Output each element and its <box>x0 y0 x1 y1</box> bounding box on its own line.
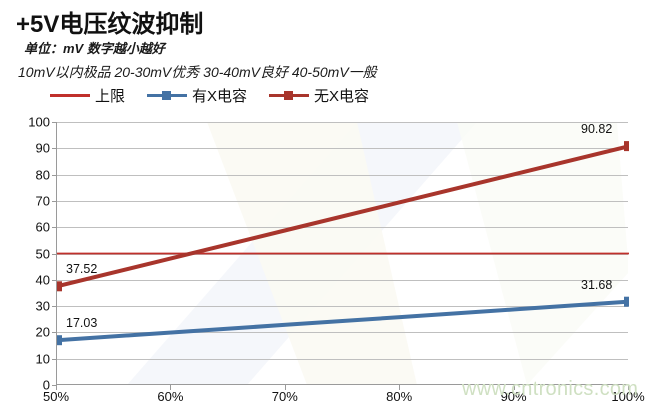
data-label: 31.68 <box>581 277 613 292</box>
y-axis-tick-mark <box>52 253 57 255</box>
series-marker <box>57 335 62 346</box>
legend-marker-icon <box>284 91 294 100</box>
series-line-3 <box>57 144 629 289</box>
x-axis-tick-label: 70% <box>271 389 298 404</box>
x-axis-tick-label: 50% <box>42 389 70 404</box>
y-axis-tick-label: 40 <box>35 272 50 288</box>
legend-item-3[interactable]: 无X电容 <box>269 85 369 105</box>
y-axis-tick-label: 70 <box>35 193 50 209</box>
x-axis-tick-mark <box>399 385 401 390</box>
legend-label: 有X电容 <box>192 87 248 105</box>
y-axis-tick-mark <box>52 306 57 308</box>
x-axis-tick-marks <box>56 385 629 391</box>
y-axis-tick-mark <box>52 200 57 202</box>
x-axis-tick-mark <box>628 385 629 390</box>
gridline <box>57 174 628 176</box>
x-axis-tick-label: 60% <box>157 389 184 404</box>
legend-swatch-icon <box>269 89 310 101</box>
gridline <box>57 227 628 229</box>
y-axis-tick-label: 30 <box>35 298 50 314</box>
legend-item-2[interactable]: 有X电容 <box>147 85 247 105</box>
y-axis-tick-mark <box>52 279 57 281</box>
y-axis-tick-mark <box>52 332 57 334</box>
page-title: +5V电压纹波抑制 <box>16 11 204 38</box>
legend-label: 无X电容 <box>314 87 370 105</box>
y-axis-tick-mark <box>52 174 57 176</box>
chart-subtitle-grades: 10mV以内极品 20-30mV优秀 30-40mV良好 40-50mV一般 <box>18 64 377 80</box>
gridline <box>57 306 628 308</box>
series-marker <box>624 296 629 307</box>
y-axis-tick-mark <box>52 358 57 360</box>
legend-item-1[interactable]: 上限 <box>50 85 125 105</box>
y-axis: 0 10 20 30 40 50 60 70 80 90 100 <box>0 115 50 393</box>
y-axis-tick-label: 50 <box>35 246 50 261</box>
data-label: 37.52 <box>66 262 98 277</box>
x-axis-tick-label: 100% <box>611 389 645 404</box>
y-axis-tick-label: 80 <box>35 167 50 183</box>
data-label: 90.82 <box>581 122 613 137</box>
gridline <box>57 148 628 150</box>
series-marker <box>57 281 62 292</box>
gridline <box>57 279 628 281</box>
series-marker <box>624 141 629 152</box>
y-axis-tick-mark <box>52 148 57 150</box>
legend-line-icon <box>50 94 90 97</box>
legend-swatch-icon <box>50 89 90 101</box>
legend-label: 上限 <box>95 87 126 105</box>
y-axis-tick-label: 90 <box>35 140 50 156</box>
y-axis-tick-label: 10 <box>35 351 50 367</box>
series-layer <box>57 141 629 346</box>
gridline <box>57 200 628 202</box>
y-axis-tick-label: 100 <box>28 114 50 130</box>
legend-marker-icon <box>162 91 172 100</box>
y-axis-tick-mark <box>52 227 57 229</box>
y-axis-tick-label: 60 <box>35 219 50 235</box>
x-axis-tick-mark <box>513 385 515 390</box>
legend-swatch-icon <box>147 89 188 101</box>
x-axis-tick-label: 80% <box>386 389 413 404</box>
y-axis-tick-label: 20 <box>35 324 50 340</box>
series-line-2 <box>57 299 629 343</box>
chart-subtitle-units: 单位：mV 数字越小越好 <box>24 41 165 56</box>
gridline <box>57 332 628 334</box>
y-axis-tick-mark <box>52 385 57 386</box>
data-label: 17.03 <box>66 316 98 331</box>
y-axis-tick-mark <box>52 122 57 123</box>
x-axis: 50% 60% 70% 80% 90% 100% <box>43 389 645 407</box>
gridline <box>57 358 628 360</box>
x-axis-tick-mark <box>56 385 57 390</box>
x-axis-tick-mark <box>170 385 172 390</box>
chart-legend: 上限 有X电容 无X电容 <box>50 85 369 105</box>
plot-area: 17.03 31.68 37.52 90.82 <box>52 122 629 386</box>
x-axis-tick-label: 90% <box>500 389 527 404</box>
gridline <box>57 122 628 123</box>
y-axis-tick-label: 0 <box>42 377 50 393</box>
x-axis-tick-mark <box>284 385 286 390</box>
